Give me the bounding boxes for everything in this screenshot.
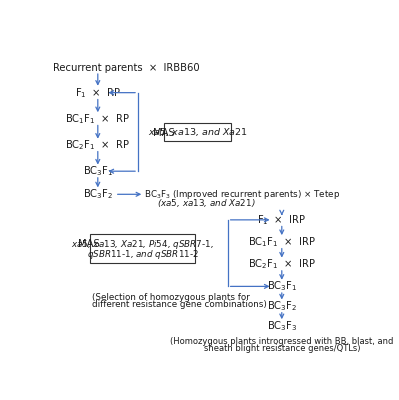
Text: different resistance gene combinations): different resistance gene combinations) — [92, 300, 267, 309]
FancyBboxPatch shape — [164, 124, 231, 141]
Text: BC$_3$F$_1$: BC$_3$F$_1$ — [267, 280, 297, 293]
Text: (Selection of homozygous plants for: (Selection of homozygous plants for — [92, 293, 249, 302]
Text: BC$_1$F$_1$  ×  RP: BC$_1$F$_1$ × RP — [65, 112, 130, 126]
Text: sheath blight resistance genes/QTLs): sheath blight resistance genes/QTLs) — [203, 344, 360, 353]
Text: (Homozygous plants introgressed with BB, blast, and: (Homozygous plants introgressed with BB,… — [170, 337, 393, 346]
Text: MAS: MAS — [78, 238, 99, 248]
Text: BC$_3$F$_3$: BC$_3$F$_3$ — [267, 319, 297, 333]
Text: $xa5$, $xa13$, $Xa21$, $Pi54$, $qSBR7$-$1$,: $xa5$, $xa13$, $Xa21$, $Pi54$, $qSBR7$-$… — [71, 238, 214, 251]
Text: BC$_3$F$_2$: BC$_3$F$_2$ — [83, 187, 113, 201]
Text: F$_1$  ×  IRP: F$_1$ × IRP — [257, 213, 306, 227]
Text: $xa5$, $xa13$, and $Xa21$: $xa5$, $xa13$, and $Xa21$ — [148, 126, 247, 138]
Text: BC$_1$F$_1$  ×  IRP: BC$_1$F$_1$ × IRP — [248, 235, 316, 249]
Text: BC$_3$F$_1$: BC$_3$F$_1$ — [83, 164, 113, 178]
Text: ($xa5$, $xa13$, and $Xa21$): ($xa5$, $xa13$, and $Xa21$) — [156, 197, 255, 209]
Text: Recurrent parents  ×  IRBB60: Recurrent parents × IRBB60 — [53, 63, 200, 73]
Text: BC$_2$F$_1$  ×  IRP: BC$_2$F$_1$ × IRP — [248, 257, 316, 271]
Text: BC$_3$F$_3$ (Improved recurrent parents) × Tetep: BC$_3$F$_3$ (Improved recurrent parents)… — [144, 188, 340, 201]
Text: F$_1$  ×  RP: F$_1$ × RP — [75, 86, 121, 100]
Text: $qSBR11$-$1$, and $qSBR11$-$2$: $qSBR11$-$1$, and $qSBR11$-$2$ — [87, 248, 199, 260]
Text: BC$_3$F$_2$: BC$_3$F$_2$ — [267, 299, 297, 313]
Text: BC$_2$F$_1$  ×  RP: BC$_2$F$_1$ × RP — [65, 138, 130, 152]
Text: MAS: MAS — [154, 128, 175, 138]
FancyBboxPatch shape — [90, 234, 195, 263]
